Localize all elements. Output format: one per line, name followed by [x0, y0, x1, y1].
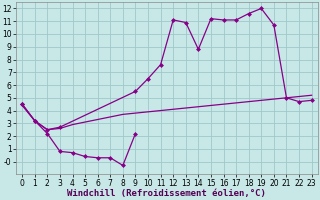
X-axis label: Windchill (Refroidissement éolien,°C): Windchill (Refroidissement éolien,°C) [68, 189, 266, 198]
